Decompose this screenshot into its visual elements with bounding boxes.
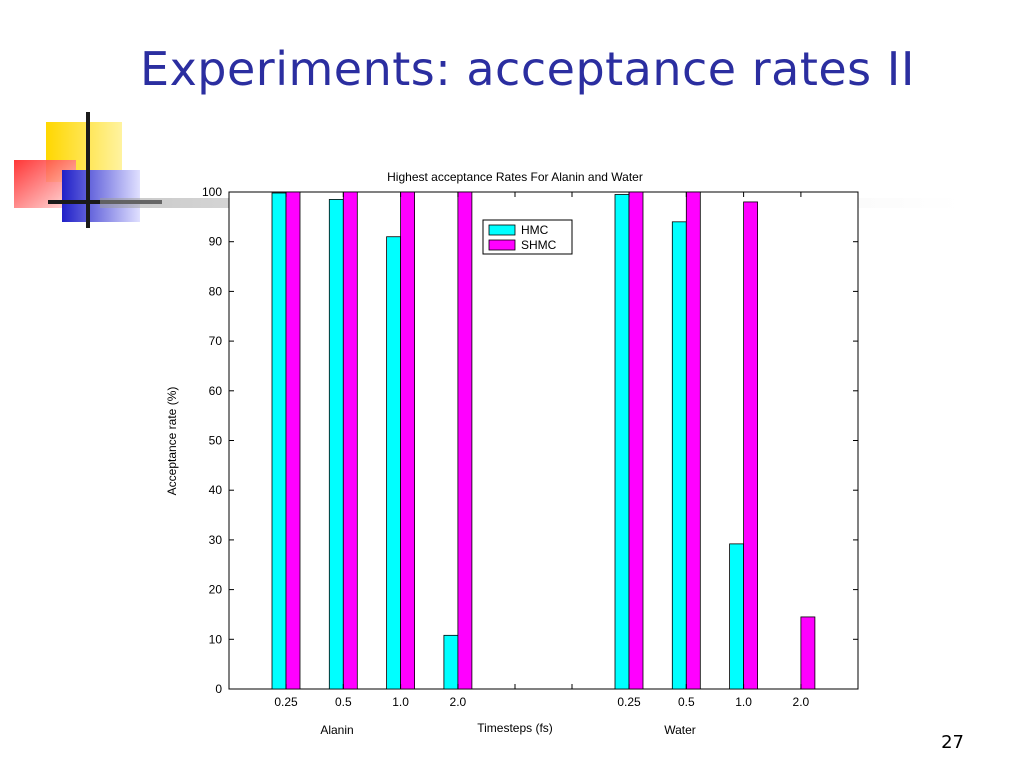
bar-hmc-water-1.0 bbox=[729, 543, 744, 690]
blue-square bbox=[62, 170, 140, 222]
bar-shmc-alanin-1.0 bbox=[400, 191, 416, 690]
x-tick-label: 2.0 bbox=[793, 695, 810, 709]
y-axis-label: Acceptance rate (%) bbox=[165, 387, 179, 496]
bar-shmc-alanin-0.25 bbox=[285, 191, 301, 690]
bar-shmc-alanin-0.5 bbox=[342, 191, 358, 690]
group-label-alanin: Alanin bbox=[320, 723, 353, 737]
legend-swatch-hmc bbox=[488, 224, 516, 236]
y-tick-label: 80 bbox=[209, 284, 223, 298]
y-tick-label: 0 bbox=[215, 682, 222, 696]
legend-swatch-shmc bbox=[488, 239, 516, 251]
x-tick-label: 1.0 bbox=[735, 695, 752, 709]
bar-hmc-alanin-0.25 bbox=[271, 192, 287, 690]
bar-shmc-water-0.5 bbox=[685, 191, 701, 690]
y-tick-label: 70 bbox=[209, 334, 223, 348]
x-tick-label: 2.0 bbox=[450, 695, 467, 709]
page-number: 27 bbox=[941, 732, 964, 753]
x-tick-label: 0.5 bbox=[335, 695, 352, 709]
bar-shmc-water-0.25 bbox=[628, 191, 644, 690]
y-tick-label: 50 bbox=[209, 434, 223, 448]
bar-hmc-water-0.25 bbox=[614, 194, 630, 690]
bar-shmc-alanin-2.0 bbox=[457, 191, 473, 690]
y-tick-label: 90 bbox=[209, 235, 223, 249]
x-tick-label: 0.25 bbox=[274, 695, 298, 709]
y-tick-label: 40 bbox=[209, 483, 223, 497]
bar-shmc-water-1.0 bbox=[743, 201, 758, 690]
decorative-corner-graphic bbox=[14, 112, 162, 228]
bar-hmc-alanin-2.0 bbox=[443, 634, 459, 690]
bar-hmc-alanin-1.0 bbox=[386, 236, 402, 690]
x-tick-label: 0.25 bbox=[617, 695, 641, 709]
chart-title: Highest acceptance Rates For Alanin and … bbox=[387, 170, 643, 184]
slide-title: Experiments: acceptance rates II bbox=[140, 42, 915, 96]
y-tick-label: 30 bbox=[209, 533, 223, 547]
legend-label-shmc: SHMC bbox=[521, 238, 557, 252]
y-tick-label: 20 bbox=[209, 583, 223, 597]
x-axis-label: Timesteps (fs) bbox=[477, 721, 553, 735]
bar-shmc-water-2.0 bbox=[800, 616, 816, 690]
y-tick-label: 10 bbox=[209, 632, 223, 646]
y-tick-label: 60 bbox=[209, 384, 223, 398]
x-tick-label: 0.5 bbox=[678, 695, 695, 709]
legend-label-hmc: HMC bbox=[521, 223, 549, 237]
x-tick-label: 1.0 bbox=[392, 695, 409, 709]
y-tick-label: 100 bbox=[202, 185, 222, 199]
bar-hmc-alanin-0.5 bbox=[328, 199, 344, 690]
plot-area bbox=[228, 191, 859, 690]
bar-hmc-water-0.5 bbox=[671, 221, 687, 690]
group-label-water: Water bbox=[664, 723, 696, 737]
